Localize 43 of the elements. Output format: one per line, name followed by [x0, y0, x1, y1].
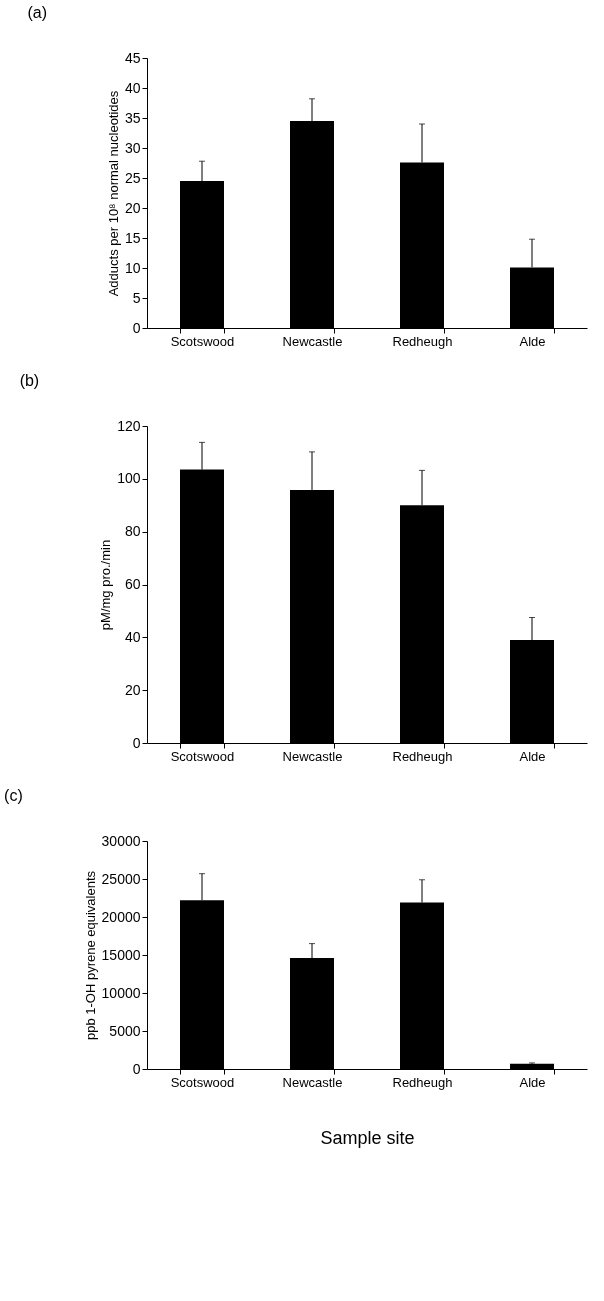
y-tick-label: 40 [124, 79, 141, 96]
y-tick-label: 120 [117, 417, 141, 434]
x-tick-label: Alde [519, 748, 546, 764]
y-tick-label: 5 [132, 289, 141, 306]
y-tick-label: 20000 [101, 908, 141, 925]
y-tick-label: 35 [124, 109, 141, 126]
x-tick-label: Newcastle [282, 1074, 343, 1090]
y-tick-label: 0 [132, 319, 141, 336]
x-tick-label: Scotswood [170, 1074, 235, 1090]
chart-title: (a) [27, 4, 47, 21]
x-tick-label: Redheugh [392, 333, 453, 349]
y-tick-label: 20 [124, 199, 141, 216]
y-tick-label: 5000 [109, 1022, 141, 1039]
x-tick-label: Scotswood [170, 333, 235, 349]
y-tick-label: 15000 [101, 946, 141, 963]
y-tick-label: 25 [124, 169, 141, 186]
x-tick-label: Alde [519, 1074, 546, 1090]
y-tick-label: 10000 [101, 984, 141, 1001]
y-tick-label: 0 [132, 734, 141, 751]
y-axis-title: pM/mg pro./min [98, 539, 114, 631]
x-tick-label: Redheugh [392, 748, 453, 764]
y-tick-label: 15 [124, 229, 141, 246]
x-tick-label: Newcastle [282, 748, 343, 764]
x-tick-label: Redheugh [392, 1074, 453, 1090]
y-tick-label: 30000 [101, 832, 141, 849]
y-tick-label: 60 [124, 576, 141, 592]
y-axis-title: Adducts per 10⁸ normal nucleotides [105, 90, 121, 297]
x-tick-label: Alde [519, 333, 546, 349]
y-tick-label: 30 [124, 139, 141, 156]
y-tick-label: 10 [124, 259, 141, 276]
y-tick-label: 100 [117, 470, 141, 487]
y-tick-label: 0 [132, 1060, 141, 1077]
y-tick-label: 45 [124, 49, 141, 66]
y-tick-label: 25000 [101, 870, 141, 887]
x-tick-label: Newcastle [282, 333, 343, 349]
text: (c) [4, 787, 23, 804]
x-tick-label: Scotswood [170, 748, 235, 764]
chart-title: (b) [19, 372, 40, 389]
y-tick-label: 80 [124, 523, 141, 540]
y-tick-label: 40 [124, 628, 141, 645]
x-axis-title: Sample site [320, 1127, 415, 1148]
y-tick-label: 20 [124, 681, 141, 698]
y-axis-title: ppb 1-OH pyrene equivalents [82, 870, 98, 1041]
